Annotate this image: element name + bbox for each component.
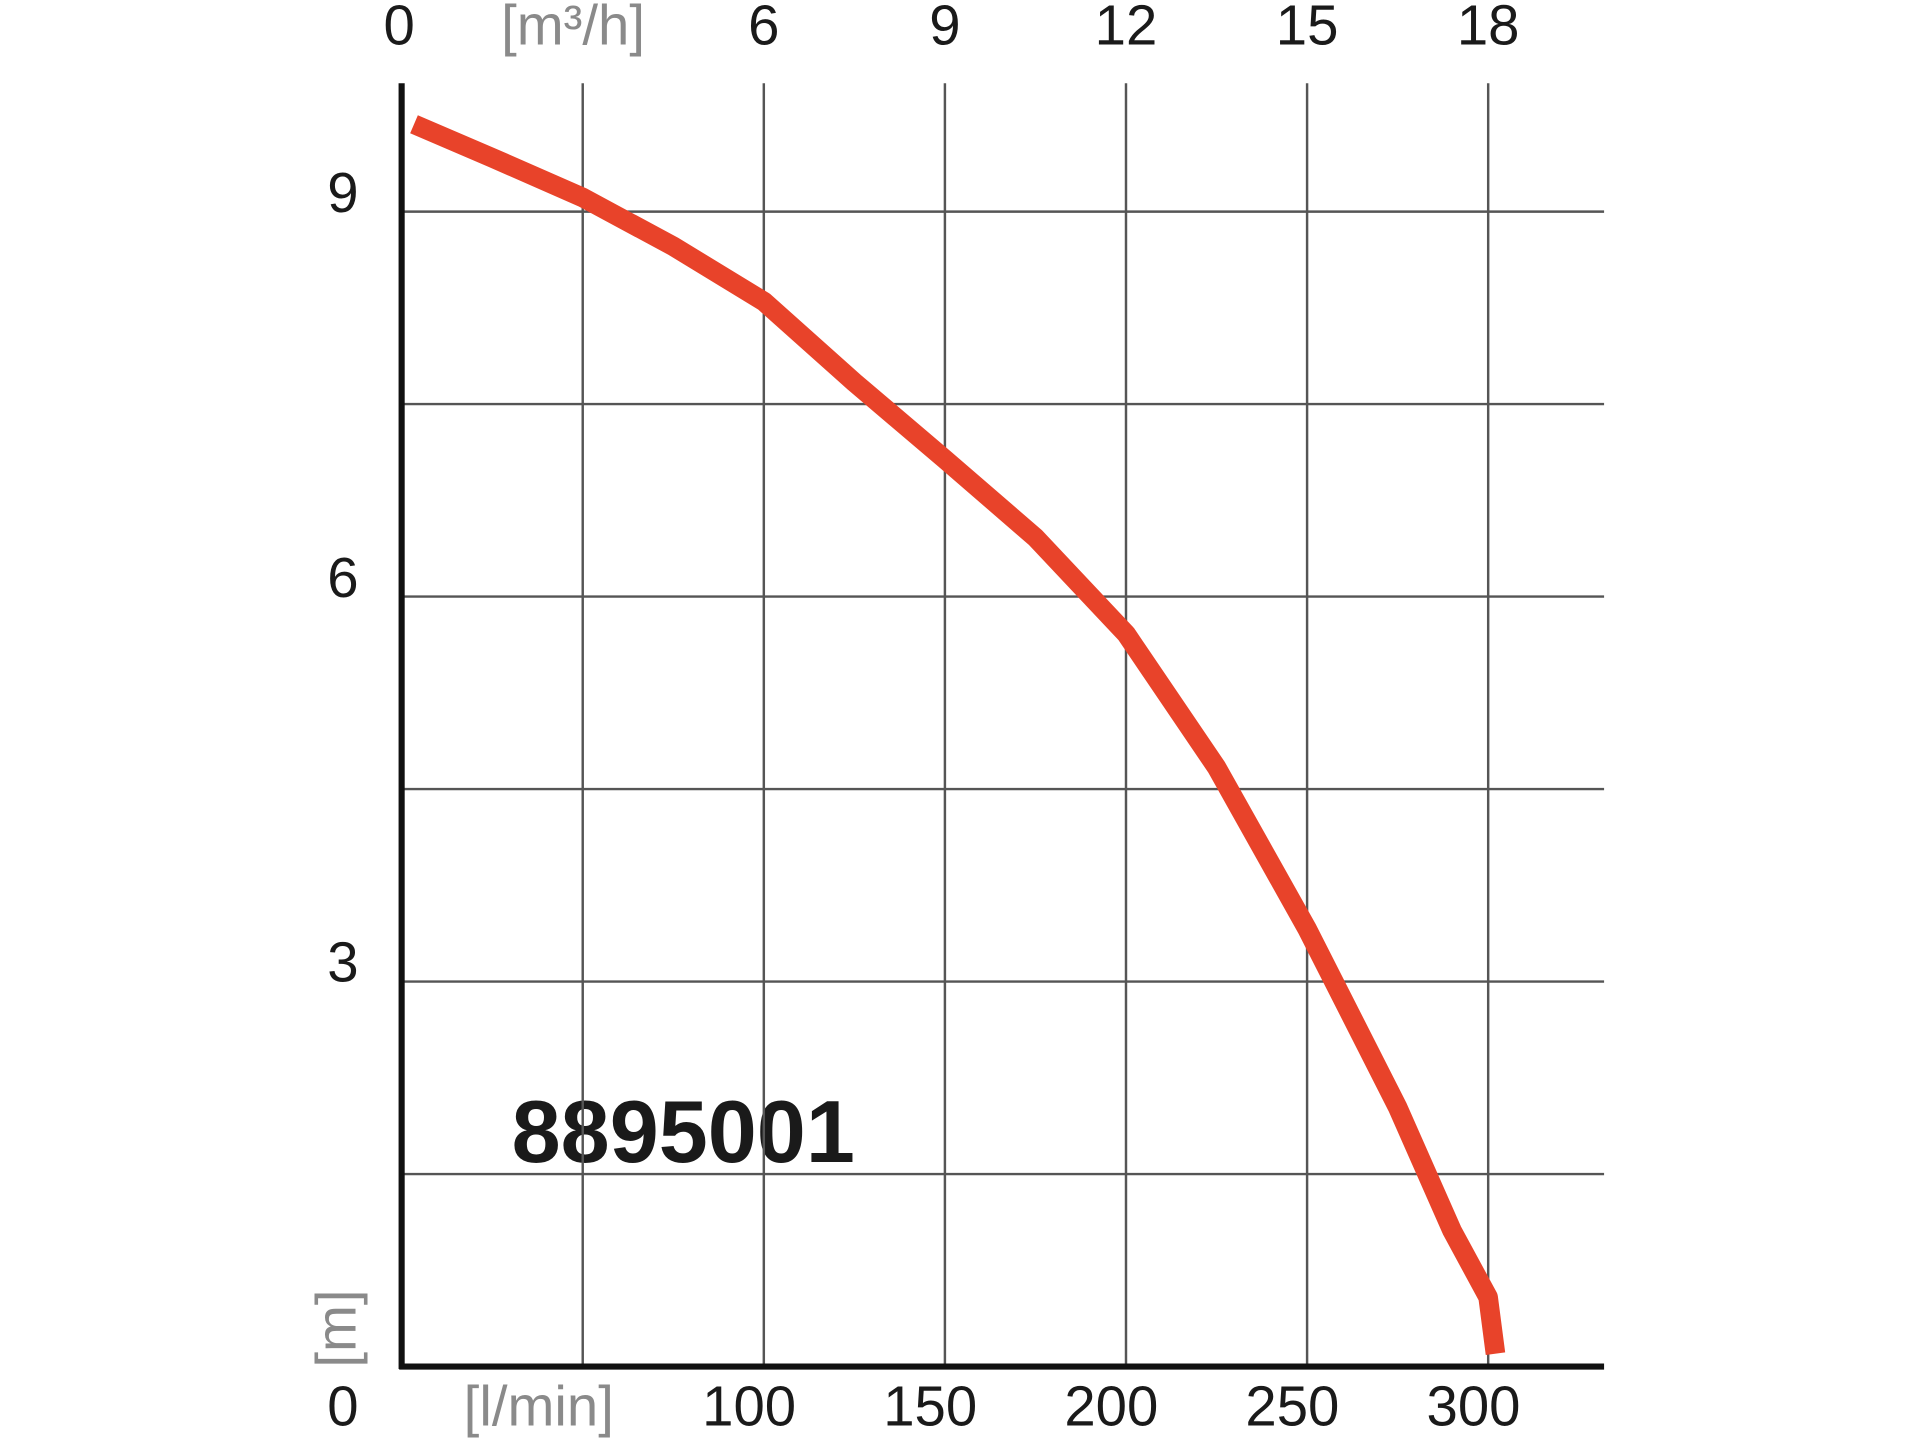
x2-tick-label: 9 bbox=[929, 0, 960, 56]
x-tick-label: 200 bbox=[1064, 1374, 1158, 1437]
y-tick-label: 9 bbox=[327, 161, 358, 224]
x2-tick-label: 15 bbox=[1276, 0, 1339, 56]
y-tick-label: 6 bbox=[327, 546, 358, 609]
x2-tick-label: 0 bbox=[384, 0, 415, 56]
x2-tick-label: 6 bbox=[748, 0, 779, 56]
y-tick-label: 0 bbox=[327, 1374, 358, 1437]
y-unit: [m] bbox=[304, 1289, 367, 1367]
x-unit: [l/min] bbox=[464, 1374, 614, 1437]
x2-tick-label: 12 bbox=[1095, 0, 1158, 56]
y-tick-label: 3 bbox=[327, 931, 358, 994]
model-label: 8895001 bbox=[512, 1082, 855, 1181]
x-tick-label: 150 bbox=[883, 1374, 977, 1437]
x2-unit: [m³/h] bbox=[501, 0, 645, 56]
x-tick-label: 300 bbox=[1427, 1374, 1521, 1437]
x2-tick-label: 18 bbox=[1457, 0, 1520, 56]
x-tick-label: 250 bbox=[1245, 1374, 1339, 1437]
curve bbox=[410, 115, 1506, 1355]
x-tick-label: 100 bbox=[702, 1374, 796, 1437]
